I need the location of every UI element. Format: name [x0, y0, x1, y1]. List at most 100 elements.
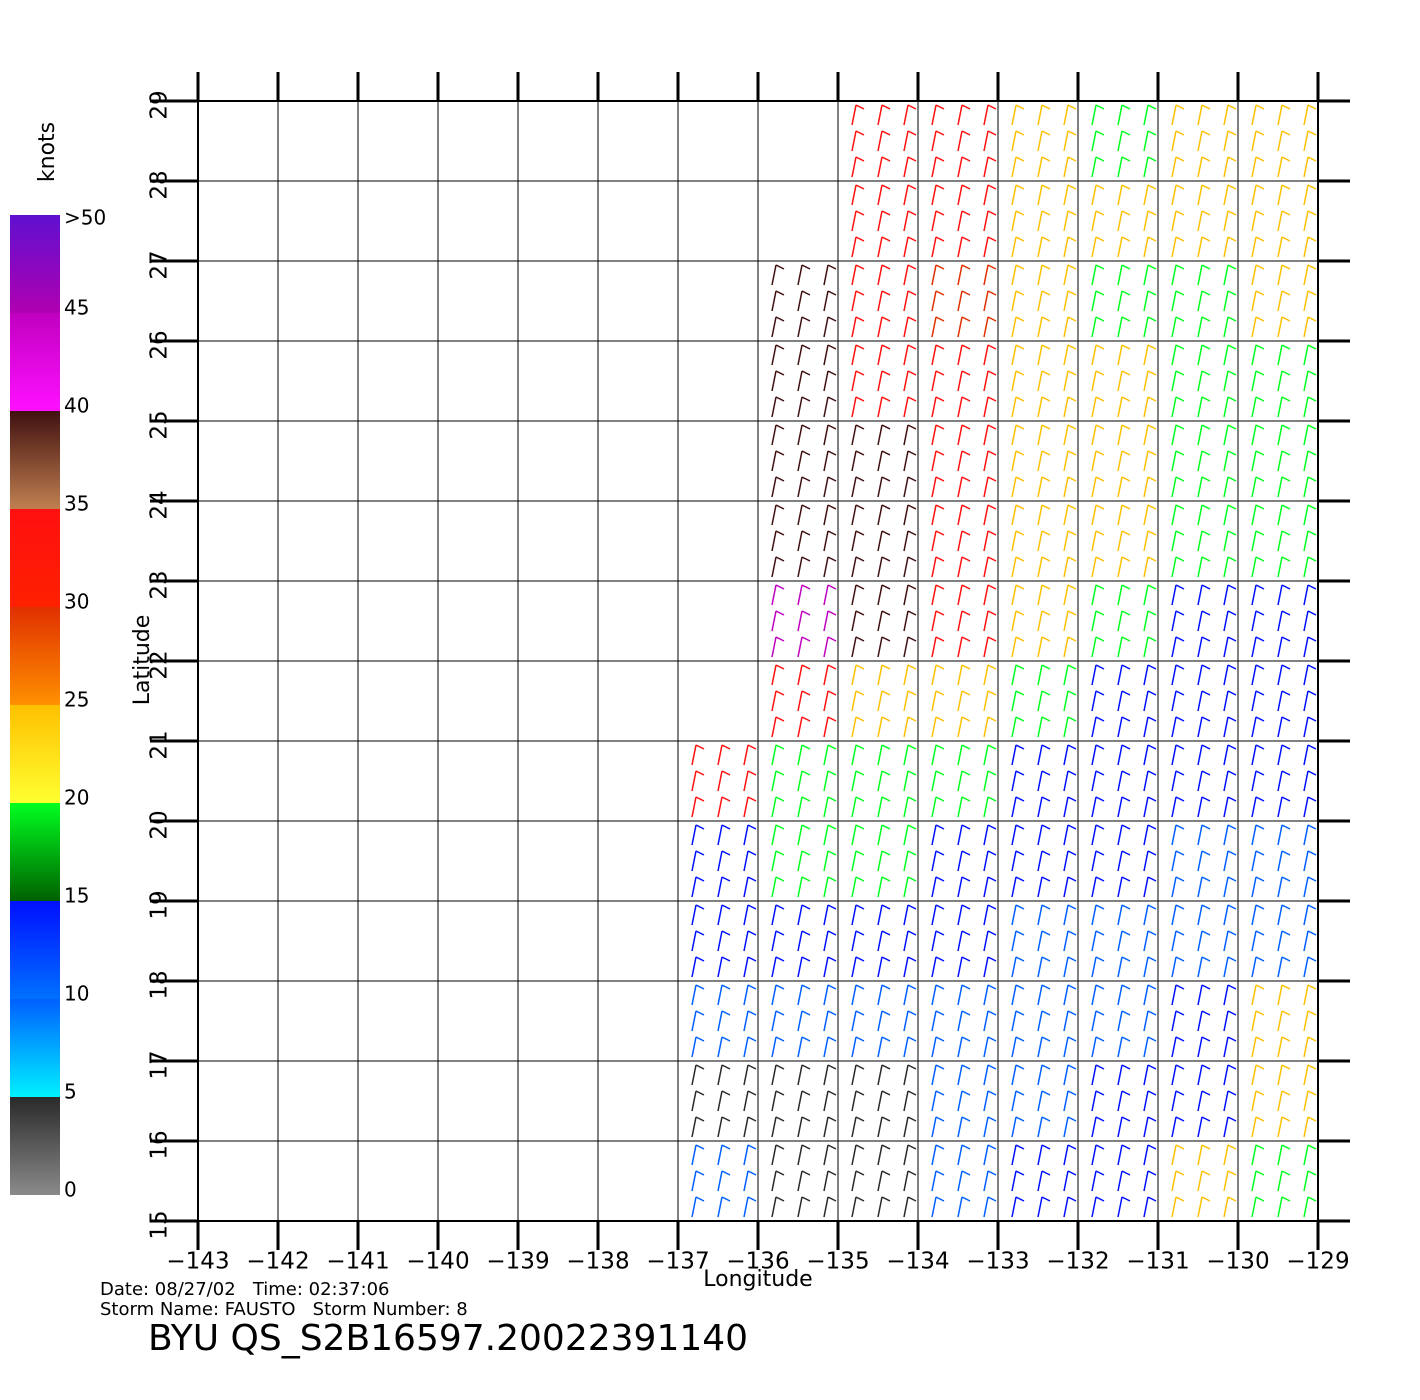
- barb-staff: [823, 796, 829, 818]
- barb-flag: [1255, 770, 1265, 776]
- barb-staff: [877, 824, 883, 846]
- barb-flag: [881, 316, 891, 322]
- wind-barb: [851, 824, 917, 898]
- barb-flag: [881, 530, 891, 536]
- barb-flag: [935, 904, 945, 910]
- barb-flag: [1281, 1036, 1291, 1042]
- barb-flag: [1041, 1116, 1051, 1122]
- barb-staff: [931, 504, 937, 526]
- barb-flag: [1307, 184, 1317, 190]
- colorbar-tick-label: 35: [64, 492, 89, 516]
- barb-staff: [1197, 1170, 1203, 1192]
- barb-staff: [877, 316, 883, 338]
- barb-flag: [801, 770, 811, 776]
- barb-staff: [1303, 1010, 1309, 1032]
- barb-flag: [1255, 1010, 1265, 1016]
- barb-staff: [1303, 956, 1309, 978]
- barb-flag: [827, 744, 837, 750]
- barb-staff: [1091, 504, 1097, 526]
- barb-staff: [931, 210, 937, 232]
- barb-staff: [1037, 290, 1043, 312]
- barb-staff: [851, 424, 857, 446]
- barb-staff: [823, 476, 829, 498]
- barb-flag: [1041, 956, 1051, 962]
- barb-staff: [1171, 690, 1177, 712]
- barb-staff: [931, 264, 937, 286]
- barb-flag: [935, 716, 945, 722]
- barb-flag: [1255, 316, 1265, 322]
- barb-staff: [1171, 744, 1177, 766]
- barb-flag: [747, 850, 757, 856]
- barb-flag: [961, 344, 971, 350]
- barb-flag: [775, 264, 785, 270]
- barb-staff: [1117, 716, 1123, 738]
- barb-staff: [931, 744, 937, 766]
- barb-flag: [1147, 850, 1157, 856]
- colorbar-segment: [10, 411, 60, 509]
- barb-flag: [1095, 236, 1105, 242]
- barb-staff: [1223, 184, 1229, 206]
- barb-staff: [1091, 1036, 1097, 1058]
- barb-flag: [881, 956, 891, 962]
- barb-staff: [1063, 716, 1069, 738]
- barb-flag: [775, 504, 785, 510]
- barb-flag: [1201, 584, 1211, 590]
- barb-staff: [1223, 744, 1229, 766]
- y-tick-label: 28: [147, 170, 173, 199]
- barb-staff: [1011, 956, 1017, 978]
- barb-staff: [823, 1196, 829, 1218]
- barb-flag: [907, 930, 917, 936]
- barb-flag: [1147, 264, 1157, 270]
- barb-flag: [987, 984, 997, 990]
- wind-barb: [1091, 904, 1157, 978]
- barb-flag: [1281, 156, 1291, 162]
- barb-staff: [797, 584, 803, 606]
- wind-barb: [1091, 584, 1157, 658]
- barb-flag: [1201, 156, 1211, 162]
- barb-flag: [1255, 184, 1265, 190]
- barb-flag: [1015, 184, 1025, 190]
- barb-staff: [851, 1144, 857, 1166]
- barb-staff: [797, 984, 803, 1006]
- barb-flag: [1307, 690, 1317, 696]
- barb-flag: [855, 690, 865, 696]
- barb-staff: [1223, 824, 1229, 846]
- barb-staff: [877, 930, 883, 952]
- barb-staff: [1117, 636, 1123, 658]
- barb-staff: [1143, 876, 1149, 898]
- barb-flag: [935, 636, 945, 642]
- barb-staff: [771, 744, 777, 766]
- barb-staff: [1143, 904, 1149, 926]
- barb-staff: [1037, 370, 1043, 392]
- barb-staff: [1223, 690, 1229, 712]
- barb-flag: [1067, 476, 1077, 482]
- barb-staff: [903, 424, 909, 446]
- barb-staff: [957, 104, 963, 126]
- barb-staff: [743, 904, 749, 926]
- barb-flag: [695, 904, 705, 910]
- barb-staff: [1223, 610, 1229, 632]
- wind-barb: [851, 424, 917, 498]
- barb-staff: [717, 1196, 723, 1218]
- barb-staff: [1143, 264, 1149, 286]
- barb-flag: [1095, 476, 1105, 482]
- barb-staff: [903, 156, 909, 178]
- x-tick-label: −142: [246, 1249, 309, 1275]
- barb-staff: [1117, 850, 1123, 872]
- barb-staff: [931, 1170, 937, 1192]
- barb-flag: [827, 930, 837, 936]
- barb-flag: [1281, 210, 1291, 216]
- barb-flag: [1095, 1144, 1105, 1150]
- barb-staff: [1063, 424, 1069, 446]
- barb-flag: [827, 716, 837, 722]
- barb-staff: [1277, 290, 1283, 312]
- barb-staff: [1037, 396, 1043, 418]
- barb-staff: [797, 396, 803, 418]
- barb-staff: [957, 716, 963, 738]
- barb-flag: [1015, 316, 1025, 322]
- barb-flag: [801, 1144, 811, 1150]
- barb-flag: [827, 450, 837, 456]
- barb-staff: [691, 1144, 697, 1166]
- barb-staff: [1091, 690, 1097, 712]
- wind-barb: [851, 584, 917, 658]
